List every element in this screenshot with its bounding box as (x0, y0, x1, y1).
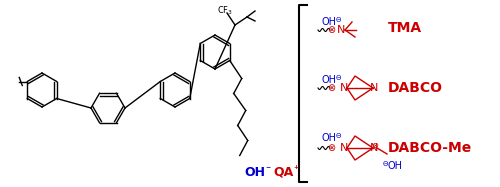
Text: TMA: TMA (388, 21, 422, 35)
Text: ⁻: ⁻ (265, 165, 270, 175)
Text: ⊗: ⊗ (327, 25, 335, 35)
Text: N: N (340, 83, 348, 93)
Text: DABCO-Me: DABCO-Me (388, 141, 472, 155)
Text: N: N (340, 143, 348, 153)
Text: ⊗: ⊗ (327, 143, 335, 153)
Text: Θ: Θ (336, 133, 342, 139)
Text: DABCO: DABCO (388, 81, 443, 95)
Text: N: N (370, 143, 378, 153)
Text: ⊗: ⊗ (327, 83, 335, 93)
Text: OH: OH (322, 75, 337, 85)
Text: ⊗: ⊗ (372, 142, 378, 151)
Text: QA: QA (273, 165, 293, 179)
Text: N: N (337, 25, 345, 35)
Text: OH: OH (322, 133, 337, 143)
Text: Θ: Θ (336, 17, 342, 23)
Text: CF$_3$: CF$_3$ (217, 4, 233, 17)
Text: Θ: Θ (336, 75, 342, 81)
Text: OH: OH (322, 17, 337, 27)
Text: OH: OH (388, 161, 403, 171)
Text: ⁺: ⁺ (293, 165, 298, 175)
Text: N: N (370, 83, 378, 93)
Text: Θ: Θ (383, 161, 388, 167)
Text: OH: OH (244, 165, 266, 179)
